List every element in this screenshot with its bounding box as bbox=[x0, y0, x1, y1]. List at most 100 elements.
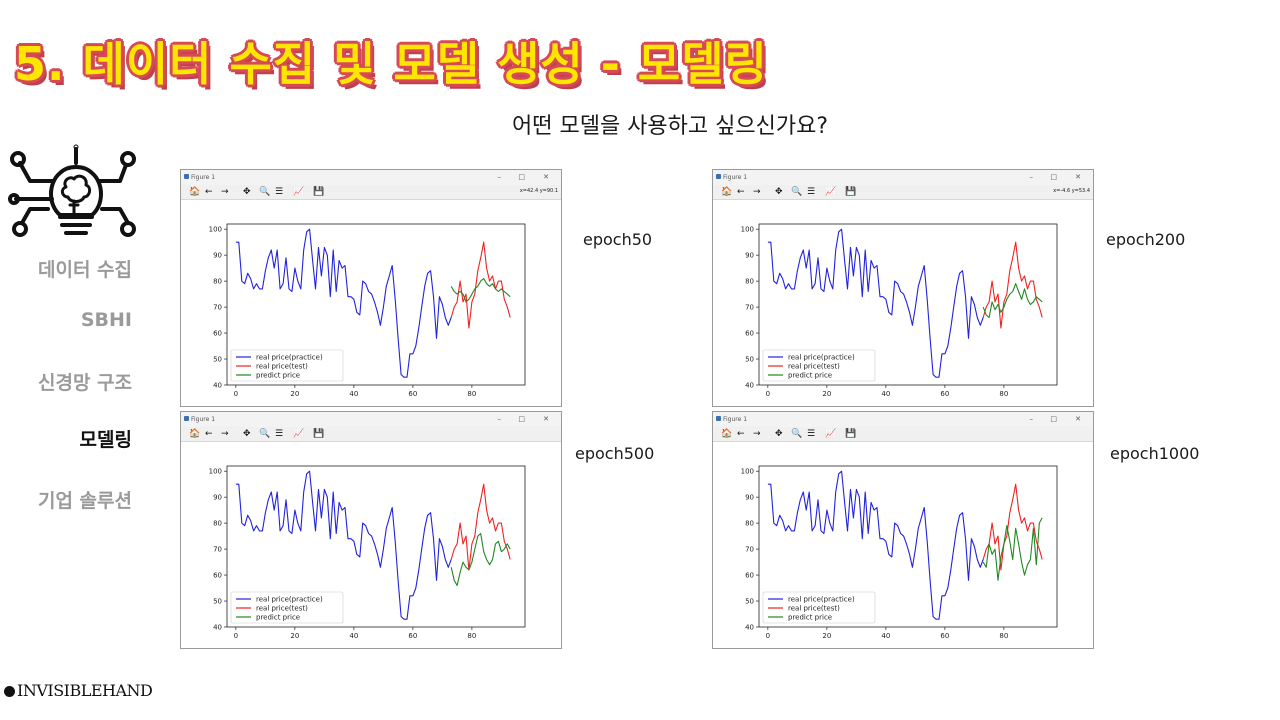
pan-icon[interactable]: ✥ bbox=[243, 429, 251, 439]
legend-entry: real price(test) bbox=[236, 605, 308, 613]
minimize-button[interactable]: – bbox=[497, 415, 502, 423]
legend-entry: predict price bbox=[768, 372, 832, 380]
close-button[interactable]: ✕ bbox=[543, 415, 549, 423]
y-tick: 90 bbox=[745, 494, 759, 502]
series-line-predict bbox=[450, 277, 511, 303]
back-arrow-icon[interactable]: ← bbox=[737, 429, 745, 439]
y-tick-label: 60 bbox=[745, 572, 754, 580]
legend-label: predict price bbox=[788, 614, 832, 622]
nav-item-data-collection[interactable]: 데이터 수집 bbox=[37, 259, 132, 281]
legend-entry: real price(test) bbox=[768, 605, 840, 613]
y-tick-label: 40 bbox=[745, 624, 754, 632]
forward-arrow-icon[interactable]: → bbox=[753, 187, 761, 197]
x-tick-label: 80 bbox=[999, 390, 1008, 398]
save-icon[interactable]: 💾 bbox=[313, 187, 325, 197]
y-tick: 100 bbox=[209, 226, 227, 234]
x-tick-label: 40 bbox=[349, 632, 358, 640]
edit-axis-icon[interactable]: 📈 bbox=[825, 429, 837, 439]
home-icon[interactable]: 🏠 bbox=[189, 429, 201, 439]
y-tick: 80 bbox=[745, 278, 759, 286]
x-tick-label: 40 bbox=[349, 390, 358, 398]
close-button[interactable]: ✕ bbox=[1075, 173, 1081, 181]
series-line-practice bbox=[767, 470, 984, 620]
y-tick-label: 60 bbox=[213, 330, 222, 338]
save-icon[interactable]: 💾 bbox=[845, 429, 857, 439]
y-tick: 100 bbox=[741, 226, 759, 234]
y-tick-label: 40 bbox=[745, 382, 754, 390]
epoch-label: epoch1000 bbox=[1110, 444, 1200, 463]
configure-subplots-icon[interactable]: ☰ bbox=[807, 187, 816, 197]
x-tick: 0 bbox=[766, 385, 770, 398]
matplotlib-logo-icon bbox=[716, 174, 721, 179]
nav-item-modeling[interactable]: 모델링 bbox=[79, 429, 132, 451]
configure-subplots-icon[interactable]: ☰ bbox=[275, 187, 284, 197]
y-tick-label: 50 bbox=[745, 598, 754, 606]
home-icon[interactable]: 🏠 bbox=[721, 187, 733, 197]
zoom-icon[interactable]: 🔍 bbox=[259, 187, 271, 197]
home-icon[interactable]: 🏠 bbox=[721, 429, 733, 439]
home-icon[interactable]: 🏠 bbox=[189, 187, 201, 197]
y-tick-label: 70 bbox=[213, 546, 222, 554]
chart-legend: real price(practice)real price(test)pred… bbox=[230, 349, 344, 382]
y-tick: 50 bbox=[745, 598, 759, 606]
back-arrow-icon[interactable]: ← bbox=[737, 187, 745, 197]
x-tick: 60 bbox=[408, 627, 417, 640]
forward-arrow-icon[interactable]: → bbox=[221, 429, 229, 439]
y-tick-label: 90 bbox=[745, 494, 754, 502]
forward-arrow-icon[interactable]: → bbox=[753, 429, 761, 439]
pan-icon[interactable]: ✥ bbox=[243, 187, 251, 197]
x-tick-label: 20 bbox=[822, 632, 831, 640]
close-button[interactable]: ✕ bbox=[543, 173, 549, 181]
minimize-button[interactable]: – bbox=[497, 173, 502, 181]
legend-entry: predict price bbox=[768, 614, 832, 622]
minimize-button[interactable]: – bbox=[1029, 415, 1034, 423]
back-arrow-icon[interactable]: ← bbox=[205, 429, 213, 439]
pan-icon[interactable]: ✥ bbox=[775, 187, 783, 197]
pan-icon[interactable]: ✥ bbox=[775, 429, 783, 439]
legend-entry: real price(practice) bbox=[236, 596, 323, 604]
minimize-button[interactable]: – bbox=[1029, 173, 1034, 181]
maximize-button[interactable]: □ bbox=[1050, 173, 1057, 181]
save-icon[interactable]: 💾 bbox=[313, 429, 325, 439]
save-icon[interactable]: 💾 bbox=[845, 187, 857, 197]
edit-axis-icon[interactable]: 📈 bbox=[293, 187, 305, 197]
y-tick: 60 bbox=[213, 330, 227, 338]
y-tick-label: 100 bbox=[741, 226, 754, 234]
zoom-icon[interactable]: 🔍 bbox=[791, 187, 803, 197]
slide-title: 5. 데이터 수집 및 모델 생성 - 모델링 bbox=[14, 37, 768, 91]
x-tick-label: 60 bbox=[408, 390, 417, 398]
series-line-practice bbox=[767, 228, 984, 378]
nav-item-sbhi[interactable]: SBHI bbox=[80, 309, 132, 331]
series-line-test bbox=[450, 241, 511, 329]
nav-item-enterprise-solution[interactable]: 기업 솔루션 bbox=[37, 490, 132, 512]
zoom-icon[interactable]: 🔍 bbox=[791, 429, 803, 439]
legend-entry: predict price bbox=[236, 614, 300, 622]
line-chart: 40 50 60 70 80 90 100 0 20 40 60 80 real price(pract… bbox=[741, 223, 1058, 398]
configure-subplots-icon[interactable]: ☰ bbox=[807, 429, 816, 439]
x-tick-label: 60 bbox=[940, 632, 949, 640]
y-tick: 90 bbox=[745, 252, 759, 260]
maximize-button[interactable]: □ bbox=[518, 173, 525, 181]
maximize-button[interactable]: □ bbox=[518, 415, 525, 423]
series-line-predict bbox=[982, 517, 1043, 581]
forward-arrow-icon[interactable]: → bbox=[221, 187, 229, 197]
y-tick: 80 bbox=[213, 278, 227, 286]
maximize-button[interactable]: □ bbox=[1050, 415, 1057, 423]
x-tick-label: 0 bbox=[766, 390, 770, 398]
legend-label: real price(test) bbox=[788, 363, 840, 371]
y-tick: 40 bbox=[213, 382, 227, 390]
y-tick-label: 40 bbox=[213, 624, 222, 632]
close-button[interactable]: ✕ bbox=[1075, 415, 1081, 423]
configure-subplots-icon[interactable]: ☰ bbox=[275, 429, 284, 439]
edit-axis-icon[interactable]: 📈 bbox=[293, 429, 305, 439]
legend-entry: real price(test) bbox=[768, 363, 840, 371]
series-line-practice bbox=[235, 228, 452, 378]
edit-axis-icon[interactable]: 📈 bbox=[825, 187, 837, 197]
legend-entry: predict price bbox=[236, 372, 300, 380]
nav-item-neural-network[interactable]: 신경망 구조 bbox=[37, 372, 132, 394]
x-tick: 20 bbox=[822, 385, 831, 398]
legend-label: predict price bbox=[256, 372, 300, 380]
x-tick: 40 bbox=[349, 627, 358, 640]
back-arrow-icon[interactable]: ← bbox=[205, 187, 213, 197]
zoom-icon[interactable]: 🔍 bbox=[259, 429, 271, 439]
